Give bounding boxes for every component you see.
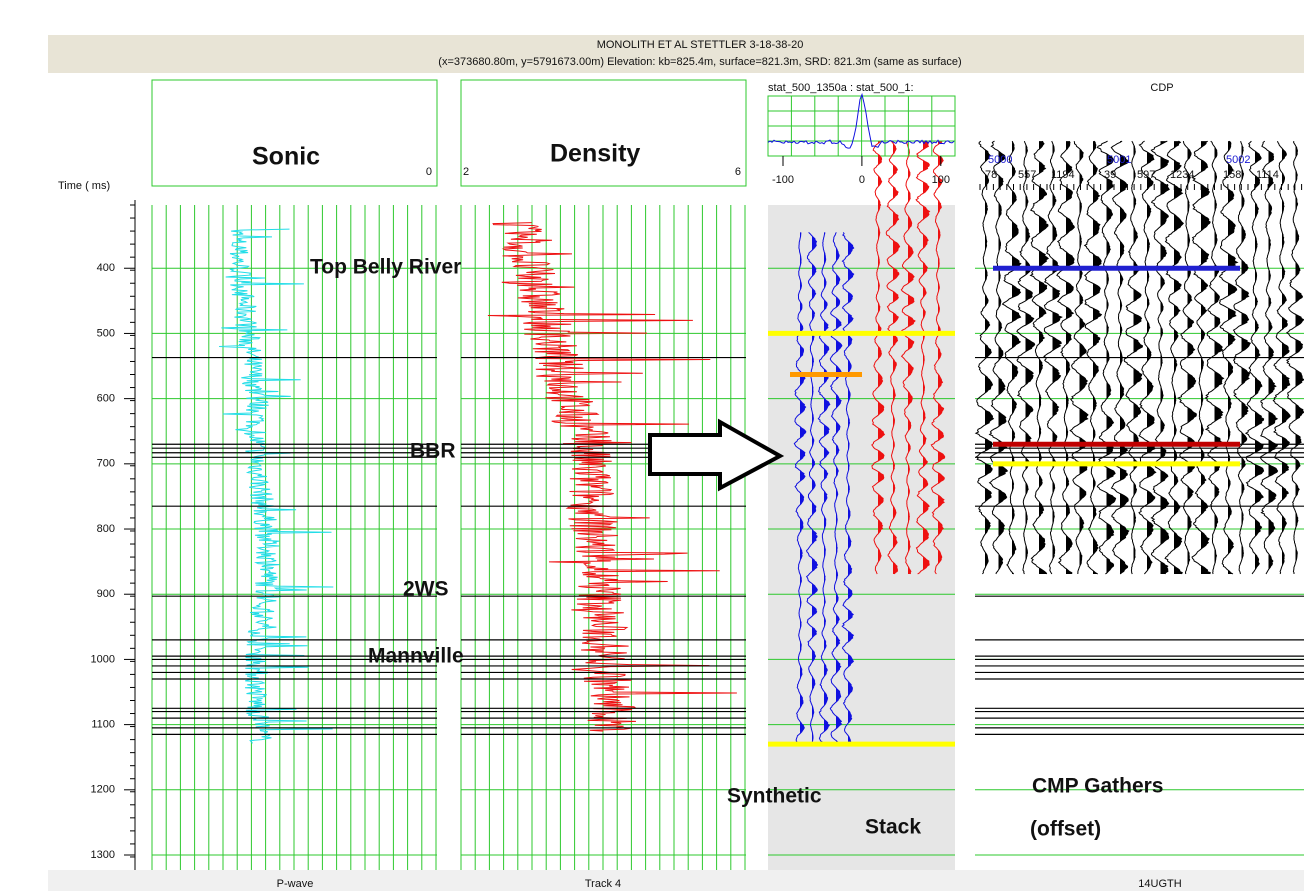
- offset-label: 1194: [1051, 169, 1075, 181]
- offset-label: 557: [1018, 169, 1036, 181]
- wiggle-fill: [998, 141, 1008, 575]
- wiggle-fill: [1039, 141, 1049, 575]
- offset-label: 597: [1137, 169, 1155, 181]
- wiggle-fill: [1295, 141, 1304, 575]
- wiggle-fill: [1093, 141, 1102, 575]
- correlation-title: stat_500_1350a : stat_500_1:: [768, 82, 914, 94]
- wiggle-trace: [900, 141, 916, 575]
- wiggle-trace: [1218, 140, 1239, 575]
- x-tick-label: 100: [932, 174, 950, 186]
- wiggle-fill: [824, 232, 830, 744]
- scale-label: 0: [426, 166, 432, 178]
- annotation: CMP Gathers: [1032, 775, 1164, 798]
- y-tick-label: 1000: [91, 653, 115, 665]
- wiggle-fill: [1255, 141, 1264, 575]
- wiggle-fill: [836, 232, 842, 744]
- wiggle-fill: [1282, 141, 1291, 575]
- wiggle-fill: [878, 141, 885, 575]
- y-tick-label: 1100: [91, 719, 115, 731]
- annotation: Mannville: [368, 645, 464, 668]
- y-tick-label: 500: [97, 327, 115, 339]
- annotation: (offset): [1030, 818, 1101, 841]
- wiggle-trace: [1056, 140, 1075, 575]
- wiggle-fill: [848, 232, 854, 744]
- header-row: [48, 73, 1304, 200]
- track-bottom-label: 14UGTH: [1138, 878, 1181, 890]
- y-tick-label: 1200: [91, 784, 115, 796]
- well-title: MONOLITH ET AL STETTLER 3-18-38-20: [597, 39, 804, 51]
- well-info: (x=373680.80m, y=5791673.00m) Elevation:…: [438, 56, 961, 68]
- x-tick-label: 0: [859, 174, 865, 186]
- correlation-curve: [767, 92, 955, 149]
- wiggle-fill: [923, 141, 930, 575]
- x-tick-label: -100: [772, 174, 794, 186]
- track-bottom-label: Track 4: [585, 878, 621, 890]
- gathers-title: CDP: [1150, 82, 1173, 94]
- scale-label: 6: [735, 166, 741, 178]
- wiggle-fill: [1174, 141, 1184, 575]
- wiggle-trace: [1285, 141, 1304, 574]
- wiggle-fill: [985, 141, 994, 575]
- wiggle-fill: [1012, 141, 1021, 575]
- cdp-label: 5002: [1226, 154, 1250, 166]
- y-tick-label: 400: [97, 262, 115, 274]
- wiggle-trace: [1001, 140, 1022, 575]
- annotation: Top Belly River: [310, 256, 461, 279]
- wiggle-trace: [1123, 140, 1144, 575]
- title-bar: [48, 35, 1304, 73]
- wiggle-fill: [908, 141, 915, 575]
- wiggle-trace: [1043, 140, 1063, 575]
- wiggle-trace: [1204, 140, 1225, 575]
- wiggle-trace: [1016, 140, 1036, 575]
- annotation: Stack: [865, 816, 921, 839]
- cdp-label: 5000: [988, 154, 1012, 166]
- annotation: 2WS: [403, 578, 449, 601]
- wiggle-fill: [1106, 141, 1116, 575]
- wiggle-trace: [1272, 140, 1291, 575]
- annotation: BBR: [410, 440, 456, 463]
- track-bottom-label: P-wave: [277, 878, 314, 890]
- wiggle-trace: [1083, 140, 1103, 575]
- time-axis-label: Time ( ms): [58, 180, 110, 192]
- wiggle-trace: [793, 232, 807, 744]
- arrow: [648, 418, 785, 492]
- offset-label: 78: [985, 169, 997, 181]
- track-title: Density: [550, 140, 640, 168]
- sonic-curve: [219, 228, 334, 744]
- offset-label: 1114: [1256, 169, 1279, 181]
- footer-row: [48, 870, 1304, 891]
- scale-label: 2: [463, 166, 469, 178]
- y-tick-label: 600: [97, 393, 115, 405]
- track-title: Sonic: [252, 143, 320, 171]
- density-header: [460, 79, 747, 187]
- main-area: [48, 200, 1304, 870]
- offset-label: 1234: [1170, 169, 1194, 181]
- wiggle-trace: [1177, 141, 1197, 575]
- y-tick-label: 900: [97, 588, 115, 600]
- offset-label: 39: [1104, 169, 1116, 181]
- wiggle-fill: [893, 141, 900, 575]
- wiggle-fill: [800, 232, 806, 744]
- overlay-layer: Top Belly River BBR 2WS Mannville Synthe…: [310, 256, 1164, 841]
- wiggle-fill: [1066, 141, 1075, 575]
- cdp-label: 5001: [1107, 154, 1131, 166]
- density-curve: [487, 222, 737, 732]
- wiggle-fill: [1268, 141, 1278, 575]
- wiggle-fill: [1160, 141, 1170, 575]
- wiggle-fill: [938, 141, 945, 575]
- y-tick-label: 800: [97, 523, 115, 535]
- annotation: Synthetic: [727, 785, 822, 808]
- sonic-header: [151, 79, 438, 187]
- wiggle-fill: [1228, 141, 1238, 575]
- wiggle-fill: [812, 232, 818, 744]
- wiggle-trace: [817, 232, 831, 744]
- wiggle-fill: [1120, 141, 1129, 575]
- y-tick-label: 700: [97, 458, 115, 470]
- wiggle-trace: [1232, 140, 1252, 575]
- offset-label: 158: [1223, 169, 1241, 181]
- y-tick-label: 1300: [91, 849, 115, 861]
- wiggle-fill: [1241, 141, 1251, 575]
